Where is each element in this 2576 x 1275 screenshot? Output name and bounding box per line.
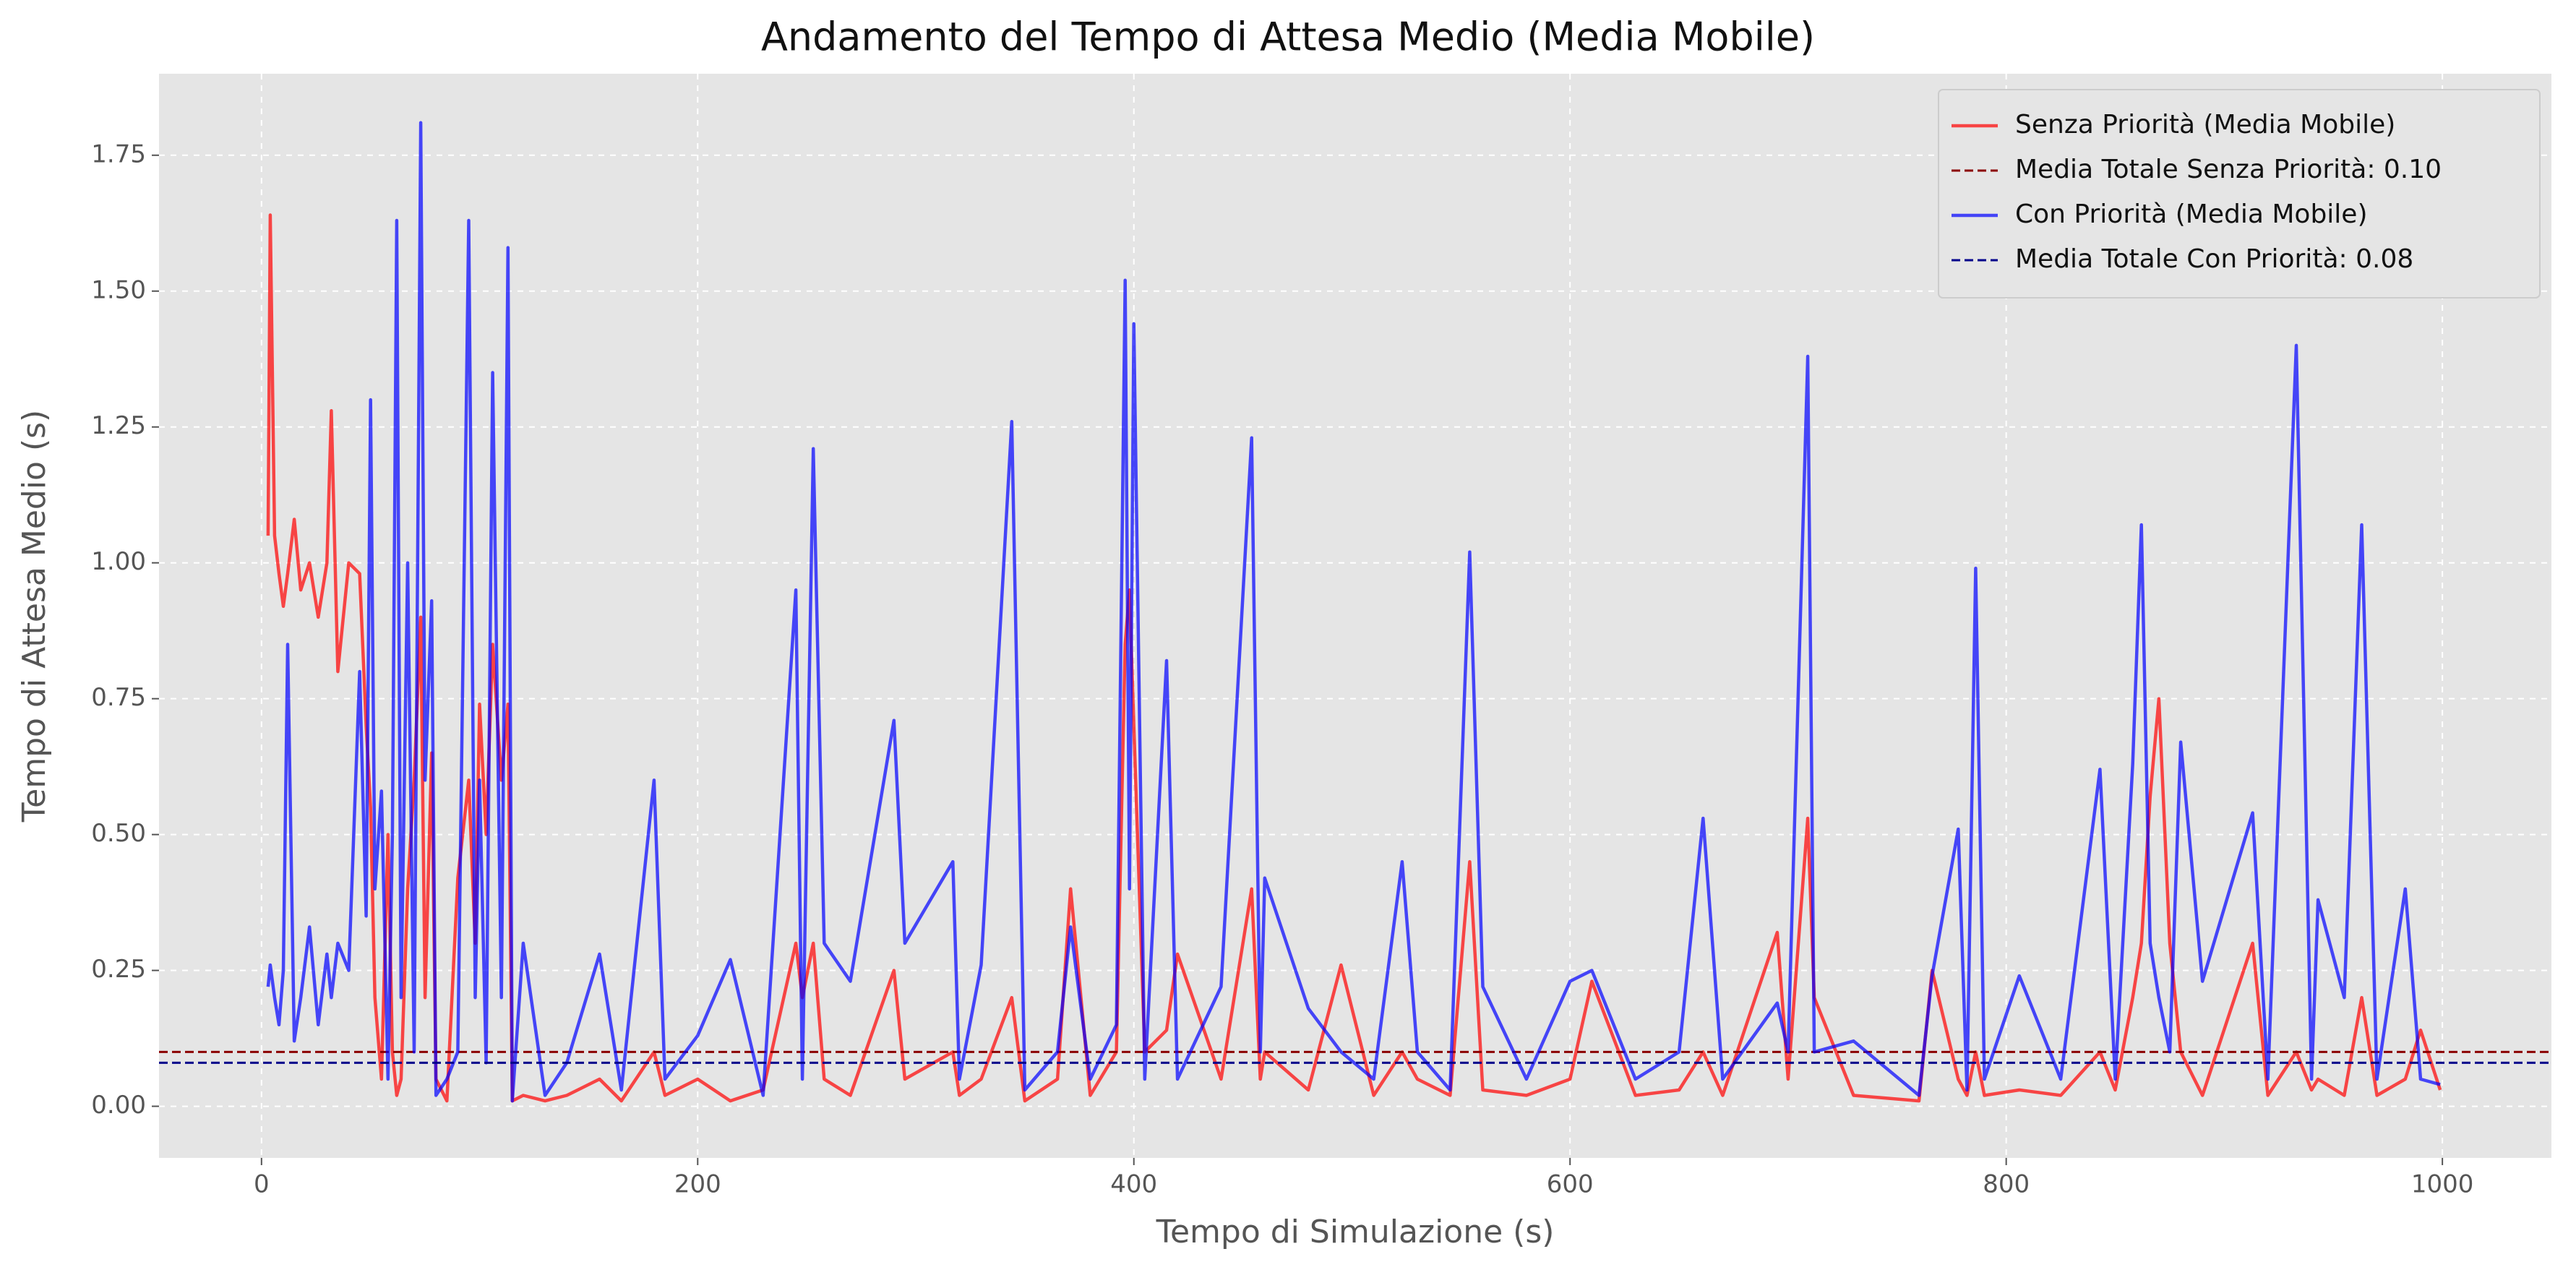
- legend-label: Media Totale Senza Priorità: 0.10: [2015, 155, 2442, 184]
- y-tick-label: 0.25: [91, 955, 146, 984]
- x-tick-label: 0: [254, 1170, 270, 1199]
- x-tick-label: 1000: [2411, 1170, 2474, 1199]
- series-line: [266, 121, 2441, 1103]
- y-tick-label: 1.00: [91, 547, 146, 576]
- legend-box: [1938, 89, 2541, 299]
- y-tick-label: 1.50: [91, 275, 146, 304]
- legend: Senza Priorità (Media Mobile) Media Total…: [1938, 89, 2541, 299]
- x-tick-label: 200: [674, 1170, 721, 1199]
- legend-label: Con Priorità (Media Mobile): [2015, 199, 2368, 229]
- legend-label: Senza Priorità (Media Mobile): [2015, 110, 2395, 139]
- y-tick-label: 0.00: [91, 1091, 146, 1120]
- chart-title: Andamento del Tempo di Attesa Medio (Med…: [761, 14, 1815, 60]
- y-tick-label: 0.50: [91, 819, 146, 848]
- x-tick-label: 400: [1110, 1170, 1157, 1199]
- legend-label: Media Totale Con Priorità: 0.08: [2015, 244, 2413, 274]
- x-axis-label: Tempo di Simulazione (s): [1156, 1214, 1555, 1250]
- y-tick-label: 1.75: [91, 139, 146, 168]
- x-tick-label: 800: [1983, 1170, 2030, 1199]
- y-tick-label: 1.25: [91, 411, 146, 440]
- y-axis-label: Tempo di Attesa Medio (s): [16, 410, 53, 823]
- series-line: [266, 213, 2442, 1103]
- x-tick-label: 600: [1547, 1170, 1594, 1199]
- y-tick-label: 0.75: [91, 683, 146, 712]
